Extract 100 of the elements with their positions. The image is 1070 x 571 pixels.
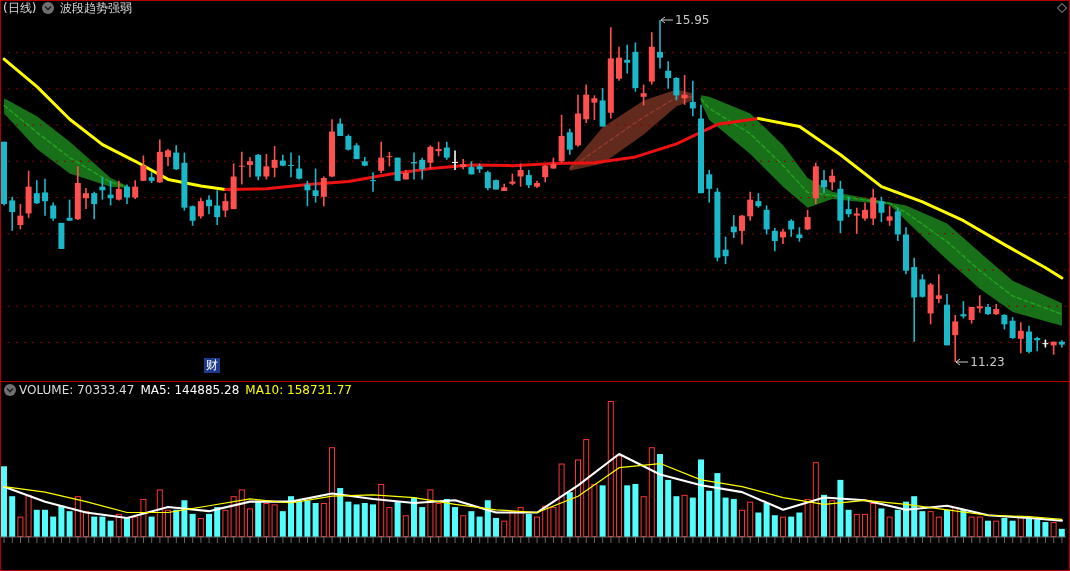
bar xyxy=(74,496,81,537)
bar xyxy=(698,459,704,537)
chart-title: (日线) xyxy=(3,0,37,16)
bar xyxy=(378,483,385,537)
bar xyxy=(935,516,942,537)
candlestick xyxy=(747,190,754,222)
bar xyxy=(845,509,852,537)
bar xyxy=(870,503,877,537)
bar xyxy=(50,516,57,537)
candlestick xyxy=(271,145,278,179)
candlestick xyxy=(427,144,434,170)
candlestick xyxy=(1009,316,1016,340)
bar xyxy=(837,479,844,537)
candlestick xyxy=(214,189,221,226)
bar xyxy=(566,492,573,537)
bar xyxy=(304,500,311,537)
text: MA5: 144885.28 xyxy=(140,382,240,398)
candlestick xyxy=(83,187,89,210)
bar xyxy=(91,516,98,537)
chart-title: VOLUME: 70333.47 xyxy=(19,382,135,398)
candlestick xyxy=(616,46,622,82)
candlestick xyxy=(50,201,57,222)
candlestick xyxy=(378,140,385,174)
bar xyxy=(370,504,376,537)
bar xyxy=(468,511,475,537)
candlestick xyxy=(238,151,245,186)
bar xyxy=(337,488,344,537)
bar xyxy=(1,466,7,537)
chart-subtitle: 波段趋势强弱 xyxy=(60,0,133,16)
candlestick xyxy=(952,314,959,362)
bar xyxy=(722,497,729,537)
bar xyxy=(1001,517,1008,537)
candlestick xyxy=(370,171,376,193)
candlestick xyxy=(288,151,294,179)
bar xyxy=(894,509,901,537)
candlestick xyxy=(706,169,713,204)
bar xyxy=(927,511,934,537)
candlestick xyxy=(1026,324,1032,355)
bar xyxy=(140,498,147,537)
bar xyxy=(411,497,417,537)
candlestick xyxy=(673,76,680,102)
text: MA10: 158731.77 xyxy=(245,382,352,398)
annotation: 财 xyxy=(206,358,218,372)
candlestick xyxy=(9,196,16,232)
bar xyxy=(886,516,893,537)
bar xyxy=(648,447,655,537)
bar xyxy=(247,508,253,537)
bar xyxy=(1050,522,1057,537)
bar xyxy=(279,511,286,537)
bar xyxy=(993,520,1000,537)
bar xyxy=(673,496,680,537)
candlestick xyxy=(640,83,647,107)
bar xyxy=(181,500,188,537)
candlestick xyxy=(247,156,253,179)
bar xyxy=(329,447,335,537)
candlestick xyxy=(853,206,860,235)
bar xyxy=(1017,516,1024,537)
bar xyxy=(197,517,204,537)
candlestick xyxy=(771,227,778,252)
candlestick xyxy=(1017,321,1024,355)
bar xyxy=(976,516,983,537)
candlestick xyxy=(821,169,827,194)
bar xyxy=(919,511,926,537)
candlestick xyxy=(657,20,663,70)
bar xyxy=(58,505,65,537)
bar xyxy=(296,501,303,537)
bar xyxy=(755,512,762,537)
bar xyxy=(812,462,819,537)
bar xyxy=(165,509,171,537)
bar xyxy=(288,496,294,537)
candlestick xyxy=(624,43,631,75)
candlestick xyxy=(591,94,598,121)
bar xyxy=(525,513,532,537)
bar xyxy=(107,520,114,537)
bar xyxy=(312,503,319,537)
candlestick xyxy=(829,168,836,192)
candlestick xyxy=(976,294,983,314)
bar xyxy=(238,489,245,537)
bar xyxy=(911,496,918,537)
bar xyxy=(476,516,483,537)
candlestick xyxy=(419,156,426,181)
candlestick xyxy=(862,201,868,222)
bar xyxy=(115,513,122,537)
bar xyxy=(386,507,393,537)
bar xyxy=(575,459,581,537)
bar xyxy=(534,516,540,537)
candlestick xyxy=(140,154,147,182)
bar xyxy=(83,511,89,537)
candlestick xyxy=(722,235,729,265)
bar xyxy=(402,515,409,537)
bar xyxy=(1009,520,1016,537)
bar xyxy=(255,501,262,537)
candlestick xyxy=(689,80,696,118)
annotation: 15.95 xyxy=(675,13,710,27)
bar xyxy=(484,500,491,537)
bar xyxy=(706,490,713,537)
candlestick xyxy=(320,175,327,208)
candlestick xyxy=(763,204,770,236)
bar xyxy=(9,496,16,537)
bar xyxy=(124,517,130,537)
